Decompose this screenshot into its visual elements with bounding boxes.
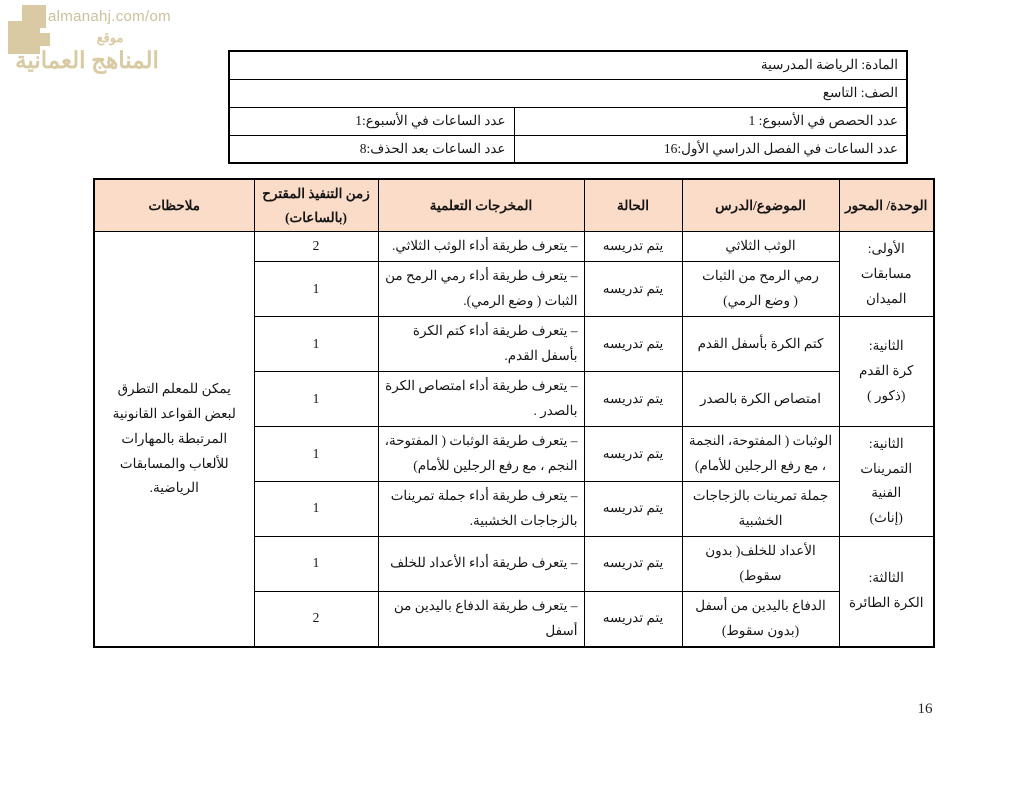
hours-per-week-cell: عدد الساعات في الأسبوع:1 xyxy=(228,106,515,136)
lessons-per-week-cell: عدد الحصص في الأسبوع: 1 xyxy=(513,106,908,136)
hours-cell: 2 xyxy=(253,590,379,648)
outcome-cell: – يتعرف طريقة أداء جملة تمرينات بالزجاجا… xyxy=(377,480,585,537)
table-row: الدفاع باليدين من أسفل (بدون سقوط) يتم ت… xyxy=(94,590,934,648)
header-unit: الوحدة/ المحور xyxy=(838,178,935,233)
info-row-grade: الصف: التاسع xyxy=(228,78,908,108)
outcome-cell: – يتعرف طريقة أداء الأعداد للخلف xyxy=(377,535,585,592)
info-row-semester: عدد الساعات في الفصل الدراسي الأول:16 عد… xyxy=(228,134,908,164)
course-info-table: المادة: الرياضة المدرسية الصف: التاسع عد… xyxy=(228,50,908,164)
hours-cell: 1 xyxy=(253,316,379,373)
status-cell: يتم تدريسه xyxy=(583,426,683,482)
topic-cell: الوثبات ( المفتوحة، النجمة ، مع رفع الرج… xyxy=(681,426,840,482)
status-cell: يتم تدريسه xyxy=(583,590,683,648)
outcome-cell: – يتعرف طريقة أداء كتم الكرة بأسفل القدم… xyxy=(377,316,585,373)
logo-square-icon xyxy=(34,33,50,46)
table-row: رمي الرمح من الثبات ( وضع الرمي) يتم تدر… xyxy=(94,261,934,318)
topic-cell: امتصاص الكرة بالصدر xyxy=(681,371,840,428)
outcome-cell: – يتعرف طريقة الدفاع باليدين من أسفل xyxy=(377,590,585,648)
watermark-site-name: المناهج العمانية xyxy=(15,48,159,73)
table-row: الثانية: كرة القدم (ذكور ) كتم الكرة بأس… xyxy=(94,316,935,428)
header-topic: الموضوع/الدرس xyxy=(681,178,840,233)
status-cell: يتم تدريسه xyxy=(583,261,683,318)
header-outcomes: المخرجات التعلمية xyxy=(377,178,585,233)
watermark-url: almanahj.com/om xyxy=(48,8,171,25)
status-cell: يتم تدريسه xyxy=(583,371,683,428)
watermark-site-word: موقع xyxy=(96,30,124,45)
table-row: الأولى: مسابقات الميدان الوثب الثلاثي يت… xyxy=(93,231,935,648)
unit-cell: الثالثة: الكرة الطائرة xyxy=(838,535,935,648)
table-row: الثانية: التمرينات الفنية (إناث) الوثبات… xyxy=(94,426,935,537)
table-row: الثالثة: الكرة الطائرة الأعداد للخلف( بد… xyxy=(94,535,935,648)
hours-cell: 2 xyxy=(253,231,379,263)
topic-cell: رمي الرمح من الثبات ( وضع الرمي) xyxy=(681,261,840,318)
hours-cell: 1 xyxy=(253,480,379,537)
curriculum-table: الوحدة/ المحور الموضوع/الدرس الحالة المخ… xyxy=(93,178,935,648)
outcome-cell: – يتعرف طريقة الوثبات ( المفتوحة، النجم … xyxy=(377,426,585,482)
unit-cell: الثانية: كرة القدم (ذكور ) xyxy=(838,316,935,428)
status-cell: يتم تدريسه xyxy=(583,231,683,263)
page-number: 16 xyxy=(917,701,933,717)
topic-cell: الوثب الثلاثي xyxy=(681,231,840,263)
outcome-cell: – يتعرف طريقة أداء امتصاص الكرة بالصدر . xyxy=(377,371,585,428)
almanahj-watermark: almanahj.com/om موقع المناهج العمانية xyxy=(5,2,205,137)
grade-cell: الصف: التاسع xyxy=(228,78,908,108)
topic-cell: كتم الكرة بأسفل القدم xyxy=(681,316,840,373)
outcome-cell: – يتعرف طريقة أداء رمي الرمح من الثبات (… xyxy=(377,261,585,318)
status-cell: يتم تدريسه xyxy=(583,535,683,592)
topic-cell: الأعداد للخلف( بدون سقوط) xyxy=(681,535,840,592)
header-notes: ملاحظات xyxy=(93,178,255,233)
header-time: زمن التنفيذ المقترح (بالساعات) xyxy=(253,178,379,233)
status-cell: يتم تدريسه xyxy=(583,316,683,373)
unit-cell: الأولى: مسابقات الميدان xyxy=(838,231,935,318)
hours-cell: 1 xyxy=(253,535,379,592)
notes-cell: يمكن للمعلم التطرق لبعض القواعد القانوني… xyxy=(93,231,255,648)
status-cell: يتم تدريسه xyxy=(583,480,683,537)
header-status: الحالة xyxy=(583,178,683,233)
outcome-cell: – يتعرف طريقة أداء الوثب الثلاثي. xyxy=(377,231,585,263)
table-row: امتصاص الكرة بالصدر يتم تدريسه – يتعرف ط… xyxy=(94,371,934,428)
hours-after-deletion-cell: عدد الساعات بعد الحذف:8 xyxy=(228,134,515,164)
hours-cell: 1 xyxy=(253,261,379,318)
info-row-weekly: عدد الحصص في الأسبوع: 1 عدد الساعات في ا… xyxy=(228,106,908,136)
topic-cell: جملة تمرينات بالزجاجات الخشبية xyxy=(681,480,840,537)
info-row-subject: المادة: الرياضة المدرسية xyxy=(228,50,908,80)
table-header-row: الوحدة/ المحور الموضوع/الدرس الحالة المخ… xyxy=(93,178,935,233)
hours-cell: 1 xyxy=(253,371,379,428)
hours-cell: 1 xyxy=(253,426,379,482)
table-row: جملة تمرينات بالزجاجات الخشبية يتم تدريس… xyxy=(94,480,934,537)
hours-semester1-cell: عدد الساعات في الفصل الدراسي الأول:16 xyxy=(513,134,908,164)
topic-cell: الدفاع باليدين من أسفل (بدون سقوط) xyxy=(681,590,840,648)
unit-cell: الثانية: التمرينات الفنية (إناث) xyxy=(838,426,935,537)
subject-cell: المادة: الرياضة المدرسية xyxy=(228,50,908,80)
